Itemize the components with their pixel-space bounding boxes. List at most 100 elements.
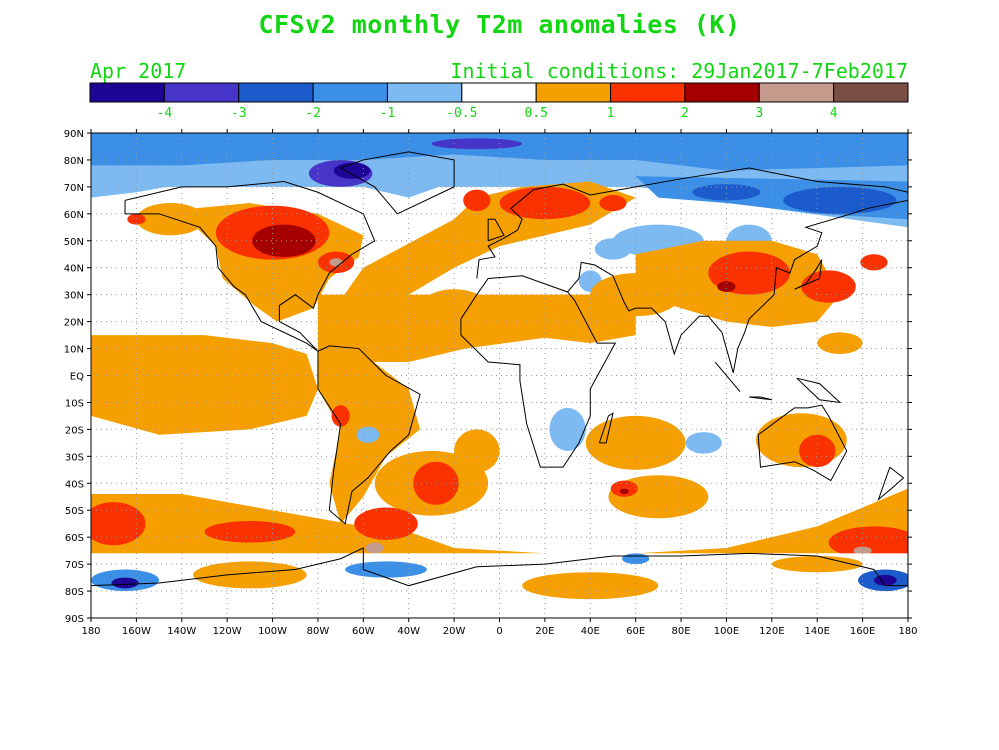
lat-label: 90S	[65, 614, 84, 625]
lon-label: 80E	[672, 626, 691, 637]
anomaly-contour	[91, 133, 908, 171]
anomaly-contour	[828, 526, 908, 559]
anomaly-contour	[345, 561, 427, 578]
coastline	[598, 412, 614, 444]
lon-label: 140W	[167, 626, 196, 637]
coastline	[877, 466, 905, 502]
lat-label: 50N	[64, 237, 84, 248]
anomaly-contour	[771, 556, 863, 573]
anomaly-contour	[91, 348, 137, 376]
coastline	[476, 167, 908, 279]
lon-label: 100W	[258, 626, 287, 637]
anomaly-contour	[193, 561, 307, 589]
lon-label: 160W	[122, 626, 151, 637]
lon-label: 180	[81, 626, 100, 637]
coastline	[794, 259, 823, 290]
anomaly-contour	[463, 189, 491, 212]
initial-conditions-label: Initial conditions: 29Jan2017-7Feb2017	[450, 59, 908, 83]
lat-label: 10N	[64, 345, 84, 356]
anomaly-contour	[431, 138, 523, 150]
lat-label: EQ	[70, 372, 84, 383]
lat-label: 40N	[64, 264, 84, 275]
colorbar-label: -0.5	[446, 106, 477, 121]
lon-label: 20E	[535, 626, 554, 637]
lon-label: 140E	[805, 626, 830, 637]
anomaly-contour	[127, 213, 146, 225]
anomaly-contour	[873, 574, 897, 586]
lat-label: 50S	[65, 506, 84, 517]
colorbar-label: 2	[681, 106, 689, 121]
lat-label: 10S	[65, 398, 84, 409]
colorbar-label: -1	[380, 106, 396, 121]
anomaly-contour	[801, 270, 856, 303]
colorbar-label: -4	[157, 106, 173, 121]
anomaly-contour	[783, 186, 897, 214]
coastline	[124, 180, 376, 352]
coastline	[339, 151, 455, 215]
anomaly-contour	[331, 405, 350, 427]
colorbar-label: 3	[755, 106, 763, 121]
anomaly-contour	[685, 432, 722, 454]
lon-label: 60W	[352, 626, 375, 637]
anomaly-contour	[354, 507, 418, 540]
lat-label: 80N	[64, 156, 84, 167]
lon-label: 40E	[581, 626, 600, 637]
coastline	[317, 345, 421, 525]
anomaly-contour	[799, 434, 836, 468]
lon-label: 20W	[443, 626, 466, 637]
lon-label: 60E	[626, 626, 645, 637]
coastline	[91, 547, 908, 587]
anomaly-contour	[413, 289, 495, 344]
anomaly-contour	[252, 224, 316, 257]
lat-label: 30S	[65, 452, 84, 463]
anomaly-contour	[111, 577, 139, 589]
anomaly-contour	[585, 415, 686, 470]
chart-title: CFSv2 monthly T2m anomalies (K)	[258, 10, 741, 39]
anomaly-contour	[91, 502, 146, 546]
anomaly-contour	[317, 181, 636, 344]
lat-label: 30N	[64, 291, 84, 302]
lat-label: 80S	[65, 587, 84, 598]
anomaly-contour	[204, 521, 296, 543]
lat-label: 40S	[65, 479, 84, 490]
lat-label: 70N	[64, 183, 84, 194]
coastline	[487, 218, 505, 242]
anomaly-contour	[522, 572, 659, 600]
anomaly-contour	[860, 254, 888, 271]
lon-label: 40W	[397, 626, 420, 637]
anomaly-contour	[619, 488, 629, 495]
anomaly-contour	[853, 546, 872, 555]
lat-label: 20S	[65, 425, 84, 436]
anomaly-contour	[717, 281, 736, 292]
anomaly-contour	[454, 429, 500, 473]
anomaly-contour	[91, 335, 318, 435]
coastline	[567, 199, 908, 373]
colorbar-label: 4	[830, 106, 838, 121]
anomaly-contour	[333, 162, 371, 179]
lat-label: 70S	[65, 560, 84, 571]
lon-label: 0	[496, 626, 502, 637]
anomaly-contour	[599, 194, 627, 212]
anomaly-contour	[356, 426, 380, 443]
coastline	[757, 404, 848, 482]
colorbar-legend: -4 -3 -2 -1 -0.5 0.5 1 2 3 4	[89, 82, 909, 121]
lat-label: 20N	[64, 318, 84, 329]
colorbar-label: 1	[607, 106, 615, 121]
anomaly-contour	[136, 203, 205, 236]
lat-label: 60S	[65, 533, 84, 544]
anomaly-contour	[817, 332, 863, 354]
lon-label: 160E	[850, 626, 875, 637]
coastline	[714, 361, 741, 392]
lon-label: 120E	[759, 626, 784, 637]
lat-label: 90N	[64, 129, 84, 140]
colorbar-label: 0.5	[524, 106, 547, 121]
anomaly-contour	[692, 184, 761, 201]
coastline	[749, 396, 772, 401]
lat-label: 60N	[64, 210, 84, 221]
coastline	[460, 275, 617, 468]
coastline	[796, 377, 842, 404]
colorbar-label: -3	[231, 106, 247, 121]
lon-label: 120W	[213, 626, 242, 637]
lon-label: 100E	[714, 626, 739, 637]
